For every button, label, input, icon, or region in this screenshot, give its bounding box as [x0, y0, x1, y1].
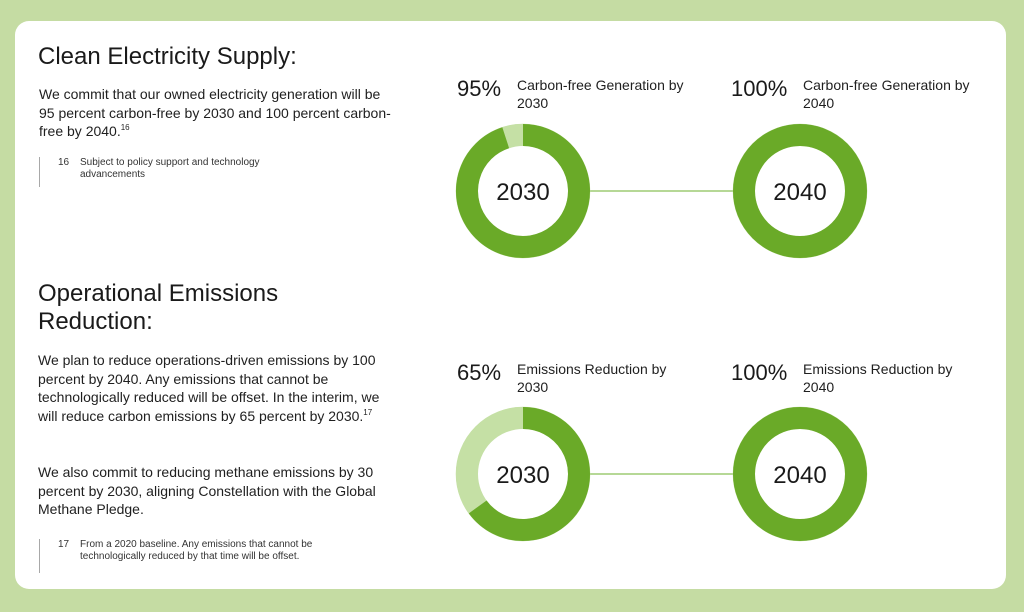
ring-center-label: 2030	[496, 179, 549, 206]
metric-value: 95%	[457, 76, 502, 101]
ring-value-arc	[456, 124, 590, 258]
side-tab	[0, 20, 12, 148]
metric-label: Emissions Reduction by 2030	[517, 361, 667, 395]
footnote-text: From a 2020 baseline. Any emissions that…	[80, 539, 313, 562]
footnote-number: 16	[58, 157, 70, 168]
footnote-number: 17	[58, 539, 70, 550]
ring-value-arc	[468, 407, 590, 541]
footnote-text: Subject to policy support and technology…	[80, 157, 260, 180]
section-body-operational-emissions: We plan to reduce operations-driven emis…	[38, 352, 380, 424]
ring-center-label: 2040	[773, 179, 826, 206]
metric-value: 100%	[731, 360, 788, 385]
ring-value-arc	[733, 407, 867, 541]
footnote-ref-17: 17	[363, 407, 373, 417]
ring-value-arc	[733, 124, 867, 258]
footnote-17: 17 From a 2020 baseline. Any emissions t…	[39, 539, 356, 573]
footnote-16: 16 Subject to policy support and technol…	[39, 157, 316, 187]
section-body-methane: We also commit to reducing methane emiss…	[38, 464, 376, 517]
section-heading-clean-electricity: Clean Electricity Supply:	[38, 43, 297, 70]
metric-value: 100%	[731, 76, 788, 101]
metric-label: Carbon-free Generation by 2040	[803, 77, 970, 111]
ring-center-label: 2040	[773, 462, 826, 489]
ring-center-label: 2030	[496, 462, 549, 489]
footnote-ref-16: 16	[120, 123, 130, 132]
section-heading-operational-emissions: Operational Emissions Reduction:	[38, 280, 279, 335]
section-body-clean-electricity: We commit that our owned electricity gen…	[39, 86, 391, 139]
donut-charts: 2030 2040 2030 2040	[455, 123, 868, 542]
metric-label: Emissions Reduction by 2040	[803, 361, 953, 395]
metric-label: Carbon-free Generation by 2030	[517, 77, 684, 111]
content-card: Clean Electricity Supply: We commit that…	[15, 21, 1006, 589]
metric-value: 65%	[457, 360, 502, 385]
